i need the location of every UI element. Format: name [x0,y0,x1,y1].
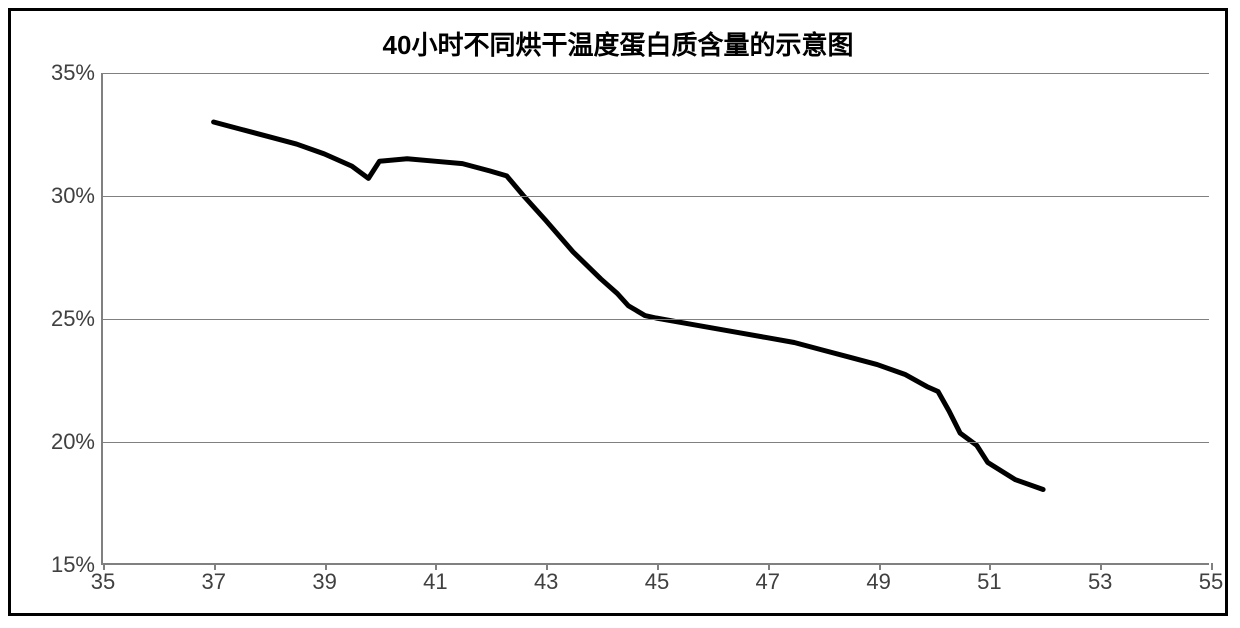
x-tick-label: 37 [202,569,226,595]
x-tick-label: 43 [534,569,558,595]
y-tick-label: 15% [51,552,95,578]
x-tick-label: 49 [866,569,890,595]
x-tick-label: 41 [423,569,447,595]
series-line [214,122,1044,490]
gridline-h [103,442,1209,443]
gridline-h [103,319,1209,320]
chart-title: 40小时不同烘干温度蛋白质含量的示意图 [11,25,1225,62]
x-tick-label: 47 [756,569,780,595]
y-tick-label: 35% [51,60,95,86]
x-tick-label: 55 [1199,569,1223,595]
x-tick-label: 39 [312,569,336,595]
y-tick-label: 25% [51,306,95,332]
plot-area: 15%20%25%30%35%3537394143454749515355 [101,73,1209,565]
gridline-h [103,196,1209,197]
x-tick-label: 53 [1088,569,1112,595]
line-series [103,73,1209,563]
gridline-h [103,73,1209,74]
x-tick-label: 45 [645,569,669,595]
y-tick-label: 30% [51,183,95,209]
x-tick-label: 35 [91,569,115,595]
y-tick-label: 20% [51,429,95,455]
x-tick-label: 51 [977,569,1001,595]
chart-frame: 40小时不同烘干温度蛋白质含量的示意图 15%20%25%30%35%35373… [8,8,1228,616]
